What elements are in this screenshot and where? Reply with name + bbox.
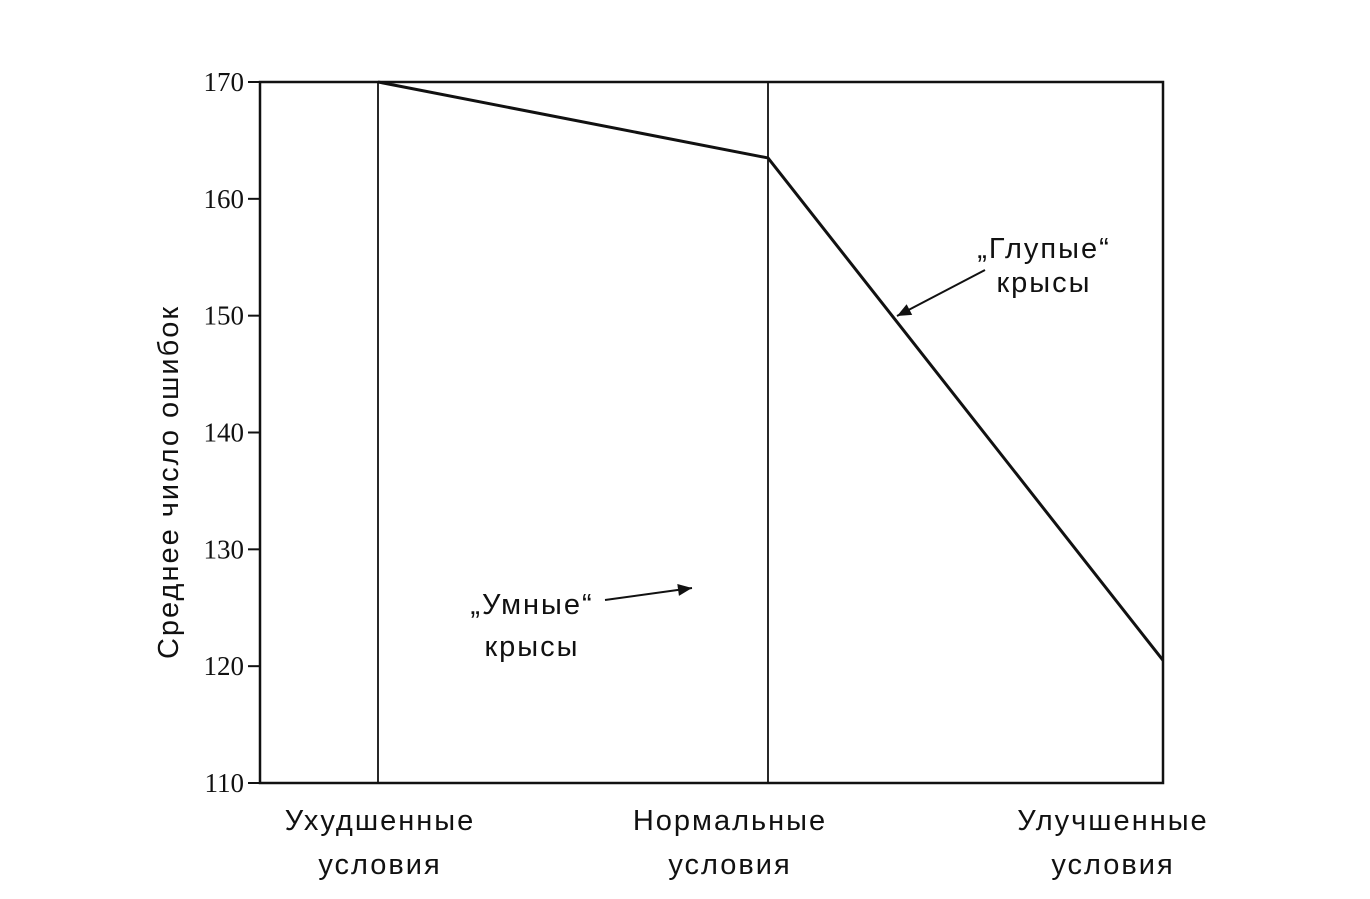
y-tick-label: 160	[204, 184, 245, 214]
x-category-label: Ухудшенные условия	[285, 805, 475, 881]
y-tick-label: 170	[204, 67, 245, 97]
series-layer	[377, 80, 1165, 662]
y-axis-title: Среднее число ошибок	[153, 305, 185, 659]
x-axis: Ухудшенные условия Нормальные условия Улучше…	[285, 805, 1208, 881]
annotation-label: „Умные“ крысы	[470, 589, 593, 663]
x-category-label: Улучшенные условия	[1017, 805, 1208, 881]
annotation-arrow	[896, 269, 986, 317]
y-tick-label: 120	[204, 651, 245, 681]
y-tick-label: 140	[204, 418, 245, 448]
y-tick-label: 130	[204, 534, 245, 564]
y-tick-label: 150	[204, 301, 245, 331]
series-line-0	[377, 80, 1165, 662]
x-category-label: Нормальные условия	[633, 805, 827, 881]
plot-border	[258, 80, 1165, 785]
annotation-label: „Глупые“ крысы	[977, 233, 1111, 299]
plot-frame	[258, 80, 1165, 785]
arrow-head	[677, 583, 692, 596]
arrow-head	[897, 304, 913, 316]
y-axis: 110 120 130 140 150 160 170	[204, 67, 260, 798]
y-tick-label: 110	[205, 768, 245, 798]
annotations: „Глупые“ крысы „Умные“ крысы	[470, 233, 1111, 663]
annotation-arrow	[604, 587, 693, 601]
